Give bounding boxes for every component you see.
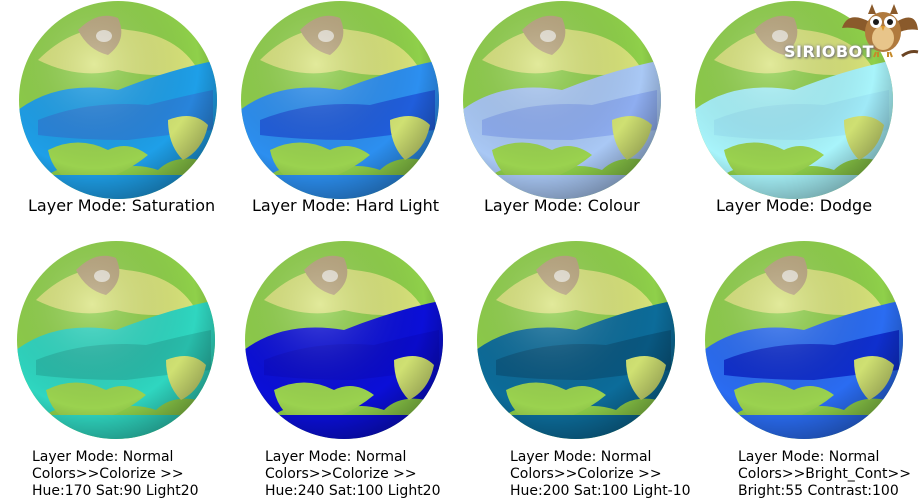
caption-line: Bright:55 Contrast:100	[738, 483, 899, 499]
caption-colorize-170: Layer Mode: Normal Colors>>Colorize >> H…	[32, 449, 199, 500]
caption-hard-light: Layer Mode: Hard Light	[252, 196, 440, 215]
caption-line: Hue:170 Sat:90 Light20	[32, 483, 199, 499]
globe-image	[245, 241, 443, 439]
globe-colorize-240	[244, 240, 444, 440]
caption-line: Layer Mode: Normal	[738, 449, 880, 465]
globe-image	[241, 1, 439, 199]
caption-line: Colors>>Colorize >>	[265, 466, 417, 482]
caption-colorize-240: Layer Mode: Normal Colors>>Colorize >> H…	[265, 449, 441, 500]
globe-dodge	[694, 0, 894, 200]
caption-line: Hue:200 Sat:100 Light-10	[510, 483, 691, 499]
caption-line: Colors>>Colorize >>	[32, 466, 184, 482]
globe-hard-light	[240, 0, 440, 200]
caption-line: Colors>>Colorize >>	[510, 466, 662, 482]
globe-image	[19, 1, 217, 199]
globe-image	[695, 1, 893, 199]
globe-bright-contrast	[704, 240, 904, 440]
owl-mascot-icon	[842, 4, 919, 58]
caption-line: Layer Mode: Normal	[265, 449, 407, 465]
logo-text: SIRIOBOT	[784, 42, 875, 61]
globe-colorize-200	[476, 240, 676, 440]
caption-colorize-200: Layer Mode: Normal Colors>>Colorize >> H…	[510, 449, 691, 500]
caption-dodge: Layer Mode: Dodge	[716, 196, 873, 215]
caption-line: Layer Mode: Normal	[510, 449, 652, 465]
globe-image	[477, 241, 675, 439]
caption-bright-contrast: Layer Mode: Normal Colors>>Bright_Cont>>…	[738, 449, 911, 500]
globe-image	[463, 1, 661, 199]
globe-colour	[462, 0, 662, 200]
caption-saturation: Layer Mode: Saturation	[28, 196, 216, 215]
caption-line: Colors>>Bright_Cont>>	[738, 466, 911, 482]
caption-line: Layer Mode: Normal	[32, 449, 174, 465]
caption-colour: Layer Mode: Colour	[484, 196, 640, 215]
globe-image	[17, 241, 215, 439]
caption-line: Hue:240 Sat:100 Light20	[265, 483, 441, 499]
globe-image	[705, 241, 903, 439]
globe-saturation	[18, 0, 218, 200]
siriobot-logo: SIRIOBOT	[778, 0, 920, 72]
globe-colorize-170	[16, 240, 216, 440]
